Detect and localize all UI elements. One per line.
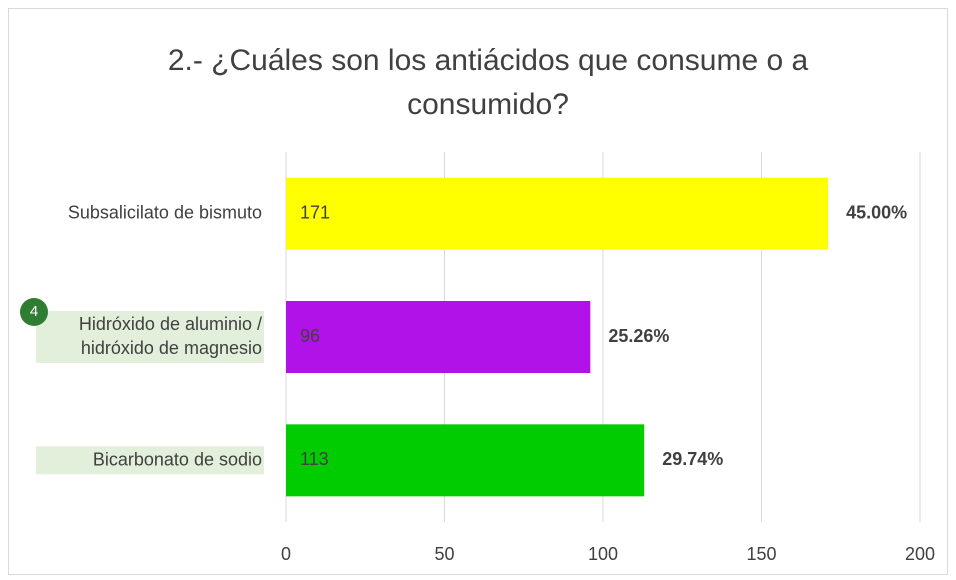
x-tick-label: 150 [746,544,776,564]
bar [286,424,645,497]
bar [286,301,591,373]
category-highlight [36,311,264,363]
y-tick-label-line: Subsalicilato de bismuto [68,202,262,222]
percentage-label: 29.74% [662,449,723,469]
y-tick-label-line: Bicarbonato de sodio [93,449,262,469]
x-tick-label: 100 [588,544,618,564]
y-tick-label: Bicarbonato de sodio [93,449,262,469]
y-tick-label-line: hidróxido de magnesio [81,338,262,358]
data-label: 96 [300,326,320,346]
x-tick-label: 50 [434,544,454,564]
chart-title-line: consumido? [407,88,569,121]
category-highlight [36,446,264,475]
y-tick-label: Hidróxido de aluminio / hidróxido de magn… [79,314,262,358]
badge [20,298,48,326]
bar [286,177,829,250]
x-tick-label: 0 [281,544,291,564]
badge-label: 4 [30,303,38,320]
percentage-label: 25.26% [608,326,669,346]
data-label: 171 [300,202,330,222]
x-tick-label: 200 [905,544,935,564]
percentage-label: 45.00% [846,202,907,222]
chart-title-line: 2.- ¿Cuáles son los antiácidos que consu… [168,44,809,77]
chart-title: 2.- ¿Cuáles son los antiácidos que consu… [168,44,809,121]
y-tick-label: Subsalicilato de bismuto [68,202,262,222]
data-label: 113 [300,449,329,469]
y-tick-label-line: Hidróxido de aluminio / [79,314,262,334]
